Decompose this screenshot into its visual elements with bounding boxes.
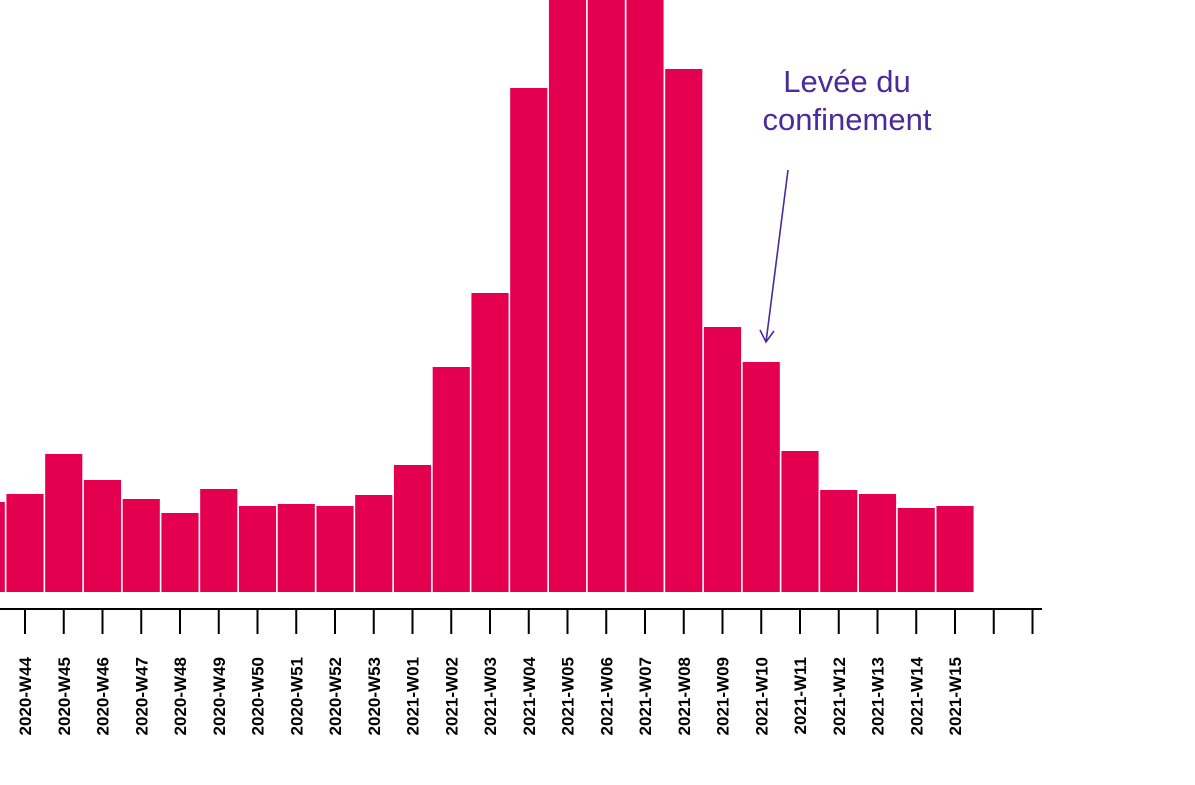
x-tick-label: 2021-W01: [404, 657, 423, 735]
bar: [703, 327, 742, 592]
annotation-line-2: confinement: [763, 102, 932, 137]
bar: [781, 451, 819, 592]
annotation-arrow: [765, 169, 789, 343]
bar: [858, 494, 897, 592]
x-tick-label: 2021-W14: [907, 656, 926, 735]
bar: [820, 490, 858, 592]
bar: [742, 362, 780, 592]
x-tick-label: 2021-W02: [442, 657, 461, 735]
x-tick-label: 2021-W09: [714, 657, 733, 735]
x-tick-label: 2021-W05: [559, 657, 578, 735]
bar: [548, 0, 587, 592]
x-tick-label: 2020-W52: [326, 657, 345, 735]
annotation: Levée du confinement: [759, 64, 932, 344]
bar: [897, 508, 935, 592]
x-tick-label: 2020-W49: [210, 657, 229, 735]
bar: [510, 88, 548, 592]
bar: [161, 513, 199, 592]
x-axis-ticks: [24, 609, 1034, 634]
x-tick-label: 2020-W53: [365, 657, 384, 735]
bar: [393, 465, 432, 592]
x-tick-label: 2020-W47: [132, 657, 151, 735]
bar: [626, 0, 664, 592]
x-tick-label: 2021-W10: [752, 657, 771, 735]
annotation-line-1: Levée du: [783, 64, 911, 99]
bar: [6, 494, 44, 592]
arrow-head-icon: [759, 329, 775, 344]
x-tick-label: 2021-W06: [597, 657, 616, 735]
bar: [83, 480, 122, 592]
bar: [45, 454, 83, 592]
x-tick-label: 2021-W03: [481, 657, 500, 735]
x-tick-label: 2021-W12: [830, 657, 849, 735]
bar: [122, 499, 160, 592]
x-tick-label: 2021-W13: [869, 657, 888, 735]
bar: [471, 293, 509, 592]
bar: [316, 506, 354, 592]
bar: [355, 495, 393, 592]
x-tick-label: 2020-W44: [16, 656, 35, 735]
bar: [587, 0, 625, 592]
x-tick-label: 2020-W45: [55, 657, 74, 735]
x-tick-label: 2020-W48: [171, 657, 190, 735]
x-tick-label: 2021-W15: [946, 657, 965, 735]
x-tick-label: 2020-W50: [249, 657, 268, 735]
x-axis-tick-labels: 2020-W44 2020-W45 2020-W46 2020-W47 2020-W48…: [16, 656, 965, 735]
bar: [238, 506, 277, 592]
x-tick-label: 2021-W08: [675, 657, 694, 735]
bar: [432, 367, 470, 592]
bars: [0, 0, 974, 592]
x-tick-label: 2020-W46: [94, 657, 113, 735]
x-tick-label: 2020-W51: [287, 657, 306, 735]
bar: [0, 502, 5, 592]
x-tick-label: 2021-W11: [791, 657, 810, 735]
bar: [665, 69, 703, 592]
x-tick-label: 2021-W04: [520, 656, 539, 735]
x-tick-label: 2021-W07: [636, 657, 655, 735]
bar: [277, 504, 315, 592]
bar: [936, 506, 974, 592]
bar: [200, 489, 238, 592]
